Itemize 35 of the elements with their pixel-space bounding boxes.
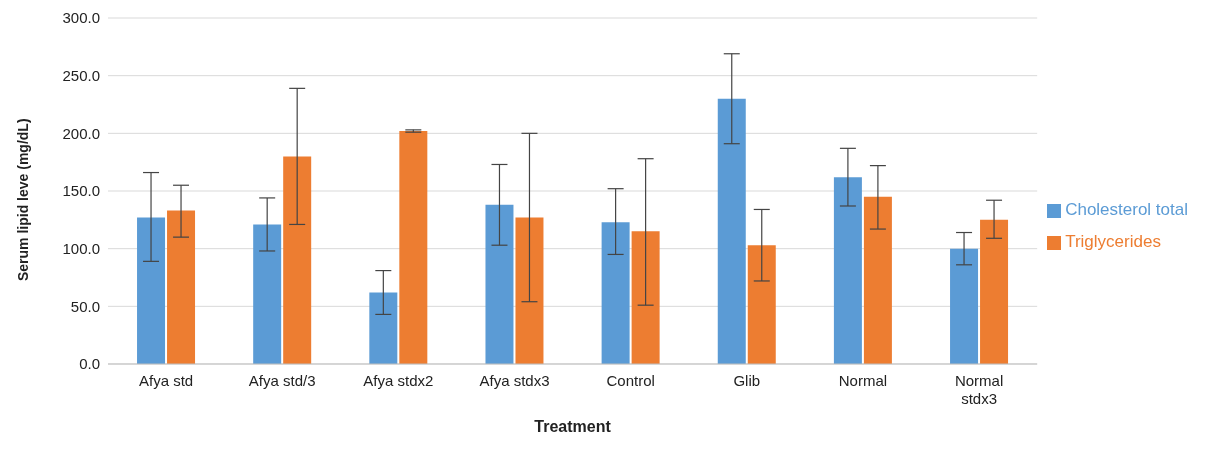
bar	[515, 217, 544, 364]
y-tick-label: 50.0	[70, 297, 100, 315]
bar	[369, 292, 398, 364]
bar	[631, 231, 660, 364]
bar	[253, 224, 282, 364]
bar	[283, 156, 312, 364]
bar	[485, 204, 514, 364]
bar	[717, 98, 746, 364]
legend-label: Cholesterol total	[1065, 200, 1188, 219]
bar	[137, 217, 166, 364]
y-tick-label: 150.0	[62, 182, 100, 200]
y-tick-label: 250.0	[62, 66, 100, 84]
x-tick-label: Normal stdx3	[954, 372, 1004, 407]
x-tick-label: Afya std	[138, 372, 194, 389]
x-tick-label: Afya std/3	[248, 372, 316, 389]
y-tick-label: 0.0	[79, 355, 100, 373]
bar	[167, 210, 196, 364]
bar	[863, 196, 892, 364]
bar	[833, 177, 862, 364]
legend-label: Triglycerides	[1065, 232, 1161, 251]
x-tick-label: Afya stdx3	[479, 372, 550, 389]
bar	[950, 248, 979, 364]
x-axis-title: Treatment	[534, 418, 612, 435]
y-axis-title: Serum lipid leve (mg/dL)	[14, 118, 31, 281]
bar	[747, 245, 776, 364]
y-tick-label: 300.0	[62, 9, 100, 27]
y-tick-label: 100.0	[62, 239, 100, 257]
x-tick-label: Normal	[838, 372, 888, 389]
bar	[399, 131, 428, 364]
bar	[601, 222, 630, 364]
bar	[980, 219, 1009, 364]
x-tick-label: Control	[606, 372, 655, 389]
x-tick-label: Glib	[733, 372, 761, 389]
y-tick-label: 200.0	[62, 124, 100, 142]
x-tick-label: Afya stdx2	[363, 372, 434, 389]
